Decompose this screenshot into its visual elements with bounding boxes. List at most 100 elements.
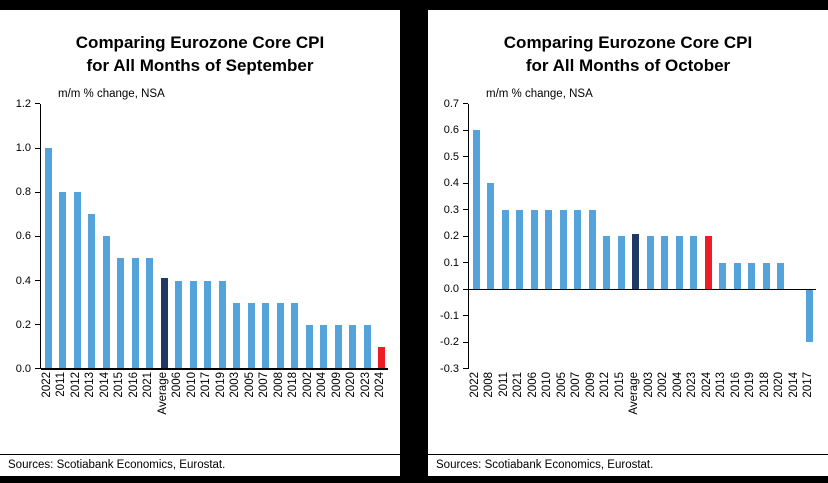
x-axis-label: 2013 xyxy=(715,371,728,398)
x-axis-label: 2006 xyxy=(526,371,539,398)
x-axis-label: 2009 xyxy=(330,371,343,398)
chart-title: Comparing Eurozone Core CPI for All Mont… xyxy=(0,32,400,78)
x-axis-label: 2003 xyxy=(642,371,655,398)
bar-2010 xyxy=(189,280,197,369)
x-axis-label: 2014 xyxy=(98,371,111,398)
bar-2014 xyxy=(102,236,110,369)
chart-title: Comparing Eurozone Core CPI for All Mont… xyxy=(428,32,828,78)
bar-2007 xyxy=(262,302,270,369)
x-axis-label: 2008 xyxy=(483,371,496,398)
y-axis-tick-mark xyxy=(463,262,468,264)
y-axis-tick-mark xyxy=(463,209,468,211)
x-axis-label: 2015 xyxy=(613,371,626,398)
chart-panel-october: Comparing Eurozone Core CPI for All Mont… xyxy=(428,10,828,476)
x-axis-label: 2022 xyxy=(468,371,481,398)
bar-2005 xyxy=(247,302,255,369)
bar-average xyxy=(632,233,640,290)
y-axis-tick-mark xyxy=(463,368,468,370)
x-axis-label: 2022 xyxy=(40,371,53,398)
plot-area xyxy=(468,103,816,369)
x-axis-label: 2012 xyxy=(599,371,612,398)
x-axis-label: 2005 xyxy=(243,371,256,398)
chart-panel-september: Comparing Eurozone Core CPI for All Mont… xyxy=(0,10,400,476)
bar-2020 xyxy=(349,324,357,369)
bar-2016 xyxy=(733,262,741,290)
bar-2006 xyxy=(175,280,183,369)
chart-title-line1: Comparing Eurozone Core CPI xyxy=(503,33,753,52)
y-axis-tick-label: 0.2 xyxy=(15,318,31,331)
x-axis-label: 2012 xyxy=(69,371,82,398)
x-axis-label: 2020 xyxy=(773,371,786,398)
bar-2022 xyxy=(44,148,52,369)
x-axis-label: 2023 xyxy=(686,371,699,398)
bar-2021 xyxy=(516,209,524,290)
x-axis-label: 2016 xyxy=(729,371,742,398)
y-axis-tick-mark xyxy=(463,235,468,237)
y-axis-tick-mark xyxy=(35,280,40,282)
x-axis-label: 2013 xyxy=(84,371,97,398)
y-axis-tick-label: 0.0 xyxy=(15,362,31,375)
y-axis-tick-label: 0.6 xyxy=(443,124,459,137)
bar-2010 xyxy=(545,209,553,290)
x-axis-label: 2005 xyxy=(555,371,568,398)
bar-2018 xyxy=(762,262,770,290)
bar-2006 xyxy=(530,209,538,290)
bar-2002 xyxy=(661,236,669,290)
bar-2020 xyxy=(777,262,785,290)
y-axis-tick-mark xyxy=(463,156,468,158)
y-axis-tick-label: -0.2 xyxy=(440,336,459,349)
bar-2019 xyxy=(748,262,756,290)
y-axis-tick-label: -0.3 xyxy=(440,362,459,375)
bar-2023 xyxy=(363,324,371,369)
y-axis-tick-mark xyxy=(35,103,40,105)
x-axis-label: 2017 xyxy=(802,371,815,398)
sources-note: Sources: Scotiabank Economics, Eurostat. xyxy=(428,454,828,476)
bar-2009 xyxy=(334,324,342,369)
x-axis-label: 2002 xyxy=(301,371,314,398)
bar-2018 xyxy=(291,302,299,369)
y-axis-tick-mark xyxy=(35,324,40,326)
bar-2011 xyxy=(59,192,67,369)
y-axis-tick-mark xyxy=(463,103,468,105)
bar-2017 xyxy=(806,289,814,343)
y-axis-tick-label: 1.2 xyxy=(15,97,31,110)
chart-area-september: 1.2 1.0 0.8 0.6 0.4 0.2 0.0 2022 2011 2012 2013 201… xyxy=(0,98,400,436)
bar-2015 xyxy=(117,258,125,369)
plot-area xyxy=(40,103,388,370)
x-axis-label: 2017 xyxy=(200,371,213,398)
y-axis-tick-label: 0.5 xyxy=(443,150,459,163)
bar-2003 xyxy=(646,236,654,290)
bar-2002 xyxy=(305,324,313,369)
bar-2012 xyxy=(73,192,81,369)
bar-2015 xyxy=(617,236,625,290)
y-axis-tick-label: -0.1 xyxy=(440,309,459,322)
x-axis-label: 2021 xyxy=(512,371,525,398)
x-axis-label: 2004 xyxy=(316,371,329,398)
y-axis-tick-label: 0.3 xyxy=(443,203,459,216)
y-axis-tick-label: 0.6 xyxy=(15,230,31,243)
bar-2023 xyxy=(690,236,698,290)
x-axis-label: 2010 xyxy=(185,371,198,398)
y-axis-tick-label: 0.7 xyxy=(443,97,459,110)
x-axis-label: 2023 xyxy=(359,371,372,398)
bar-2003 xyxy=(233,302,241,369)
y-axis-tick-label: 0.2 xyxy=(443,230,459,243)
y-axis-tick-mark xyxy=(35,191,40,193)
x-axis-label: 2003 xyxy=(229,371,242,398)
chart-title-line1: Comparing Eurozone Core CPI xyxy=(75,33,325,52)
y-axis-tick-label: 0.1 xyxy=(443,256,459,269)
x-axis-line xyxy=(469,288,816,291)
sources-note: Sources: Scotiabank Economics, Eurostat. xyxy=(0,454,400,476)
x-axis-label: 2007 xyxy=(258,371,271,398)
bar-average xyxy=(160,278,168,369)
x-axis-label: 2010 xyxy=(541,371,554,398)
chart-area-october: 0.7 0.6 0.5 0.4 0.3 0.2 0.1 0.0 -0.1 -0.2 -0.3 2022… xyxy=(428,98,828,436)
x-axis-label: 2008 xyxy=(272,371,285,398)
x-axis-label: 2019 xyxy=(744,371,757,398)
bar-2008 xyxy=(487,183,495,290)
x-axis-labels: 2022 2011 2012 2013 2014 2015 2016 2021 Average 2… xyxy=(40,372,388,436)
x-axis-label: 2024 xyxy=(700,371,713,398)
y-axis-tick-label: 0.4 xyxy=(15,274,31,287)
bar-2008 xyxy=(276,302,284,369)
y-axis-tick-mark xyxy=(35,368,40,370)
